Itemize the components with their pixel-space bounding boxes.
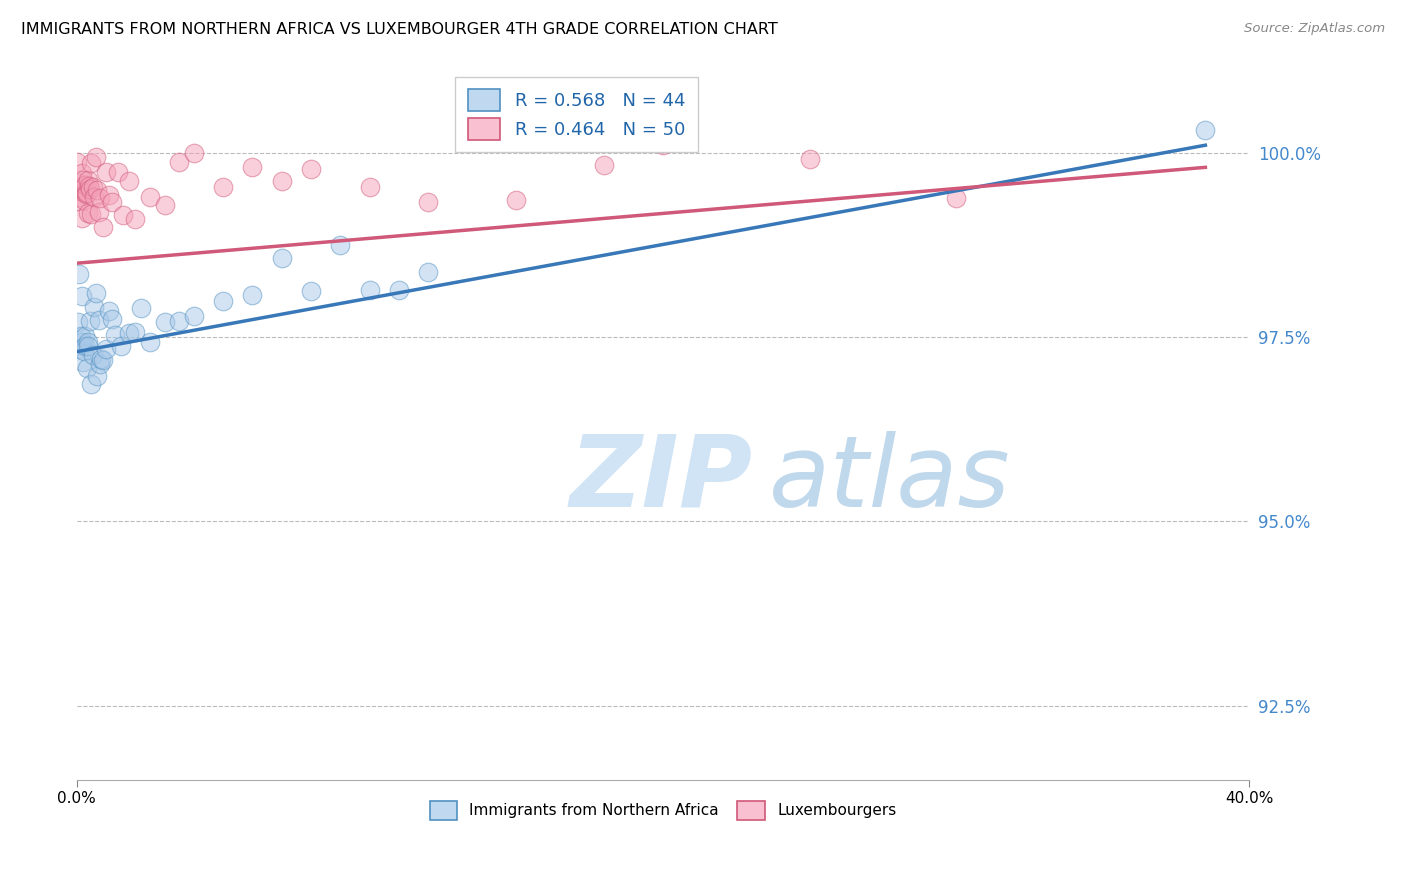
Point [945,191,967,205]
Point [83,190,105,204]
Point [153,315,176,329]
Point [77,339,100,353]
Point [70,329,93,343]
Point [73,186,96,200]
Point [167,314,190,328]
Point [129,301,152,315]
Point [80,376,103,391]
Point [72,355,94,369]
Point [299,162,322,177]
Point [70,211,93,225]
Point [112,208,135,222]
Point [652,138,675,153]
Point [359,180,381,194]
Point [100,311,122,326]
Point [70,334,93,349]
Point [799,153,821,167]
Text: Source: ZipAtlas.com: Source: ZipAtlas.com [1244,22,1385,36]
Point [86,369,108,384]
Point [75,186,97,201]
Text: IMMIGRANTS FROM NORTHERN AFRICA VS LUXEMBOURGER 4TH GRADE CORRELATION CHART: IMMIGRANTS FROM NORTHERN AFRICA VS LUXEM… [21,22,778,37]
Point [87,204,110,219]
Point [69,194,91,208]
Point [212,180,235,194]
Point [72,166,94,180]
Point [76,335,98,350]
Point [89,190,111,204]
Text: atlas: atlas [769,431,1010,527]
Point [139,335,162,350]
Point [418,195,440,210]
Point [77,178,100,193]
Point [505,194,527,208]
Point [72,172,94,186]
Legend: Immigrants from Northern Africa, Luxembourgers: Immigrants from Northern Africa, Luxembo… [423,795,903,826]
Point [79,207,101,221]
Point [183,310,205,324]
Point [66,315,89,329]
Point [153,198,176,212]
Point [76,206,98,220]
Point [73,193,96,207]
Point [124,326,146,340]
Point [299,285,322,299]
Point [87,313,110,327]
Point [69,267,91,281]
Point [82,348,104,362]
Point [90,352,112,367]
Point [69,184,91,198]
Point [388,283,411,297]
Point [270,174,292,188]
Text: ZIP: ZIP [569,431,752,527]
Point [418,265,440,279]
Point [66,155,89,169]
Point [104,328,127,343]
Point [270,252,292,266]
Point [94,165,117,179]
Point [97,187,120,202]
Point [242,288,264,302]
Point [242,160,264,174]
Point [75,338,97,352]
Point [70,182,93,196]
Point [77,173,100,187]
Point [118,174,141,188]
Point [73,329,96,343]
Point [94,343,117,357]
Point [79,314,101,328]
Point [66,190,89,204]
Point [84,149,107,163]
Point [73,343,96,358]
Point [139,189,162,203]
Point [359,283,381,297]
Point [86,183,108,197]
Point [84,285,107,300]
Point [76,360,98,375]
Point [67,176,90,190]
Point [79,182,101,196]
Point [82,180,104,194]
Point [67,182,90,196]
Point [118,326,141,341]
Point [91,352,114,367]
Point [75,178,97,192]
Point [124,212,146,227]
Point [1194,123,1216,137]
Point [100,194,122,209]
Point [67,343,90,357]
Point [72,289,94,303]
Point [593,158,616,172]
Point [76,186,98,201]
Point [329,238,352,252]
Point [89,357,111,371]
Point [97,304,120,318]
Point [83,300,105,314]
Point [91,219,114,234]
Point [107,165,129,179]
Point [167,155,190,169]
Point [212,294,235,309]
Point [183,146,205,161]
Point [110,339,132,353]
Point [80,155,103,169]
